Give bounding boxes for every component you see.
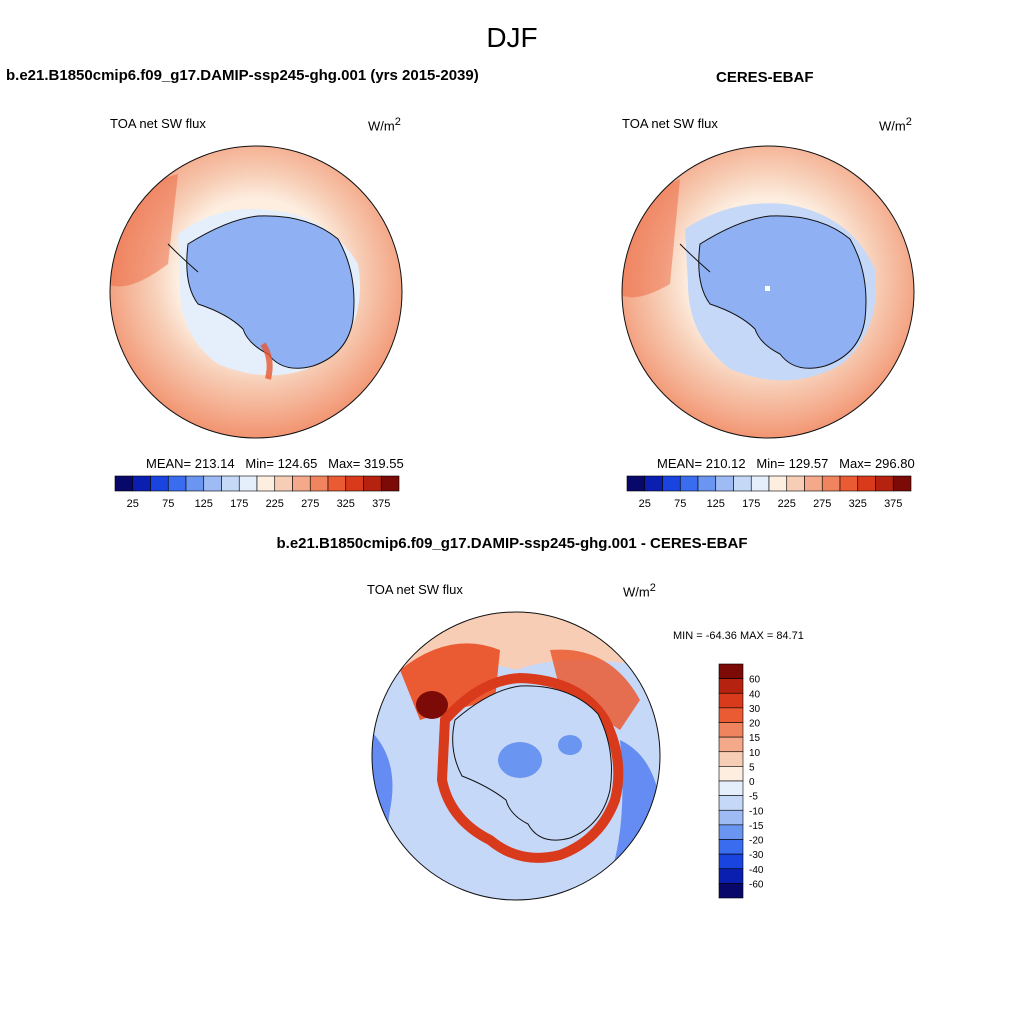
diff-colorbar-tick-label: -40 bbox=[749, 865, 764, 876]
colorbar-swatch bbox=[221, 475, 240, 492]
colorbar-swatch bbox=[167, 475, 187, 492]
diff-colorbar-tick-label: 5 bbox=[749, 762, 755, 773]
colorbar-swatch bbox=[679, 475, 699, 492]
panel-2-units: W/m2 bbox=[879, 116, 912, 134]
diff-colorbar-tick-label: 20 bbox=[749, 719, 761, 730]
colorbar-swatch bbox=[857, 475, 876, 492]
diff-panel-variable: TOA net SW flux bbox=[367, 582, 463, 597]
diff-colorbar-tick-label: -5 bbox=[749, 792, 758, 803]
colorbar-tick-label: 325 bbox=[337, 498, 355, 510]
diff-colorbar-tick-label: 15 bbox=[749, 733, 761, 744]
colorbar-swatch bbox=[380, 475, 400, 492]
colorbar-swatch bbox=[786, 475, 805, 492]
colorbar-swatch bbox=[892, 475, 912, 492]
diff-colorbar-swatch bbox=[718, 692, 744, 709]
diff-colorbar-swatch bbox=[718, 707, 744, 723]
colorbar-tick-label: 75 bbox=[674, 498, 686, 510]
diff-panel-minmax: MIN = -64.36 MAX = 84.71 bbox=[673, 630, 804, 642]
colorbar-swatch bbox=[274, 475, 293, 492]
colorbar-swatch bbox=[292, 475, 311, 492]
colorbar-swatch bbox=[185, 475, 205, 492]
diff-colorbar-tick-label: -10 bbox=[749, 806, 764, 817]
colorbar-swatch bbox=[875, 475, 894, 492]
colorbar-swatch bbox=[626, 475, 646, 492]
diff-colorbar-swatch bbox=[718, 736, 744, 753]
panel-1-stats: MEAN= 213.14 Min= 124.65 Max= 319.55 bbox=[146, 456, 404, 471]
colorbar-swatch bbox=[309, 475, 329, 492]
diff-colorbar-swatch bbox=[718, 824, 744, 840]
colorbar-swatch bbox=[839, 475, 859, 492]
colorbar-swatch bbox=[750, 475, 770, 492]
panel-2-stats: MEAN= 210.12 Min= 129.57 Max= 296.80 bbox=[657, 456, 915, 471]
colorbar-tick-label: 25 bbox=[127, 498, 139, 510]
colorbar-swatch bbox=[662, 475, 681, 492]
colorbar-tick-label: 175 bbox=[230, 498, 248, 510]
colorbar-tick-label: 375 bbox=[884, 498, 902, 510]
colorbar-swatch bbox=[238, 475, 258, 492]
colorbar-tick-label: 175 bbox=[742, 498, 760, 510]
colorbar-swatch bbox=[150, 475, 169, 492]
colorbar-swatch bbox=[644, 475, 663, 492]
colorbar-tick-label: 75 bbox=[162, 498, 174, 510]
diff-colorbar-swatch bbox=[718, 780, 744, 796]
diff-colorbar-swatch bbox=[718, 883, 744, 899]
diff-colorbar-swatch bbox=[718, 795, 744, 811]
diff-colorbar-tick-label: 0 bbox=[749, 777, 755, 788]
figure-title: DJF bbox=[486, 22, 538, 53]
colorbar-swatch bbox=[363, 475, 382, 492]
diff-colorbar-swatch bbox=[718, 839, 744, 855]
colorbar-tick-label: 25 bbox=[639, 498, 651, 510]
colorbar-tick-label: 275 bbox=[301, 498, 319, 510]
colorbar-tick-label: 125 bbox=[707, 498, 725, 510]
diff-map bbox=[371, 611, 661, 901]
diff-colorbar-swatch bbox=[718, 722, 744, 738]
panel-1-units: W/m2 bbox=[368, 116, 401, 134]
colorbar-swatch bbox=[821, 475, 841, 492]
colorbar-tick-label: 225 bbox=[778, 498, 796, 510]
colorbar-swatch bbox=[327, 475, 347, 492]
diff-colorbar-tick-label: -60 bbox=[749, 879, 764, 890]
diff-colorbar-swatch bbox=[718, 809, 744, 826]
diff-panel-title: b.e21.B1850cmip6.f09_g17.DAMIP-ssp245-gh… bbox=[276, 535, 748, 552]
panel-1-colorbar: 25 75 125 175 225 275 325 375 bbox=[114, 475, 400, 510]
colorbar-swatch bbox=[804, 475, 823, 492]
colorbar-swatch bbox=[114, 475, 134, 492]
panel-1-variable: TOA net SW flux bbox=[110, 116, 206, 131]
colorbar-tick-label: 375 bbox=[372, 498, 390, 510]
diff-colorbar-swatch bbox=[718, 766, 744, 782]
panel-1-map bbox=[109, 145, 403, 439]
colorbar-tick-label: 125 bbox=[195, 498, 213, 510]
panel-2-variable: TOA net SW flux bbox=[622, 116, 718, 131]
colorbar-swatch bbox=[733, 475, 752, 492]
colorbar-tick-label: 325 bbox=[849, 498, 867, 510]
diff-colorbar-tick-label: 30 bbox=[749, 704, 761, 715]
diff-colorbar-tick-label: 60 bbox=[749, 675, 761, 686]
colorbar-swatch bbox=[697, 475, 717, 492]
colorbar-swatch bbox=[256, 475, 276, 492]
diff-colorbar-tick-label: -15 bbox=[749, 821, 764, 832]
colorbar-swatch bbox=[132, 475, 151, 492]
colorbar-tick-label: 275 bbox=[813, 498, 831, 510]
diff-colorbar-tick-label: -20 bbox=[749, 836, 764, 847]
colorbar-swatch bbox=[768, 475, 788, 492]
colorbar-swatch bbox=[715, 475, 734, 492]
panel-2-map bbox=[621, 145, 915, 439]
diff-colorbar-tick-label: 40 bbox=[749, 689, 761, 700]
diff-colorbar-swatch bbox=[718, 853, 744, 870]
diff-colorbar-swatch bbox=[718, 678, 744, 694]
diff-colorbar: 60 40 30 20 15 10 5 0 -5 -10 -15 -20 -30 -40 -60 bbox=[718, 663, 764, 899]
diff-panel-units: W/m2 bbox=[623, 582, 656, 600]
diff-colorbar-swatch bbox=[718, 751, 744, 767]
colorbar-swatch bbox=[345, 475, 364, 492]
colorbar-tick-label: 225 bbox=[266, 498, 284, 510]
colorbar-swatch bbox=[203, 475, 222, 492]
panel-1-title: b.e21.B1850cmip6.f09_g17.DAMIP-ssp245-gh… bbox=[6, 67, 479, 84]
diff-colorbar-swatch bbox=[718, 663, 744, 679]
diff-colorbar-swatch bbox=[718, 868, 744, 884]
panel-2-title: CERES-EBAF bbox=[716, 69, 814, 86]
panel-2-colorbar: 25 75 125 175 225 275 325 375 bbox=[626, 475, 912, 510]
diff-colorbar-tick-label: 10 bbox=[749, 748, 761, 759]
diff-colorbar-tick-label: -30 bbox=[749, 850, 764, 861]
